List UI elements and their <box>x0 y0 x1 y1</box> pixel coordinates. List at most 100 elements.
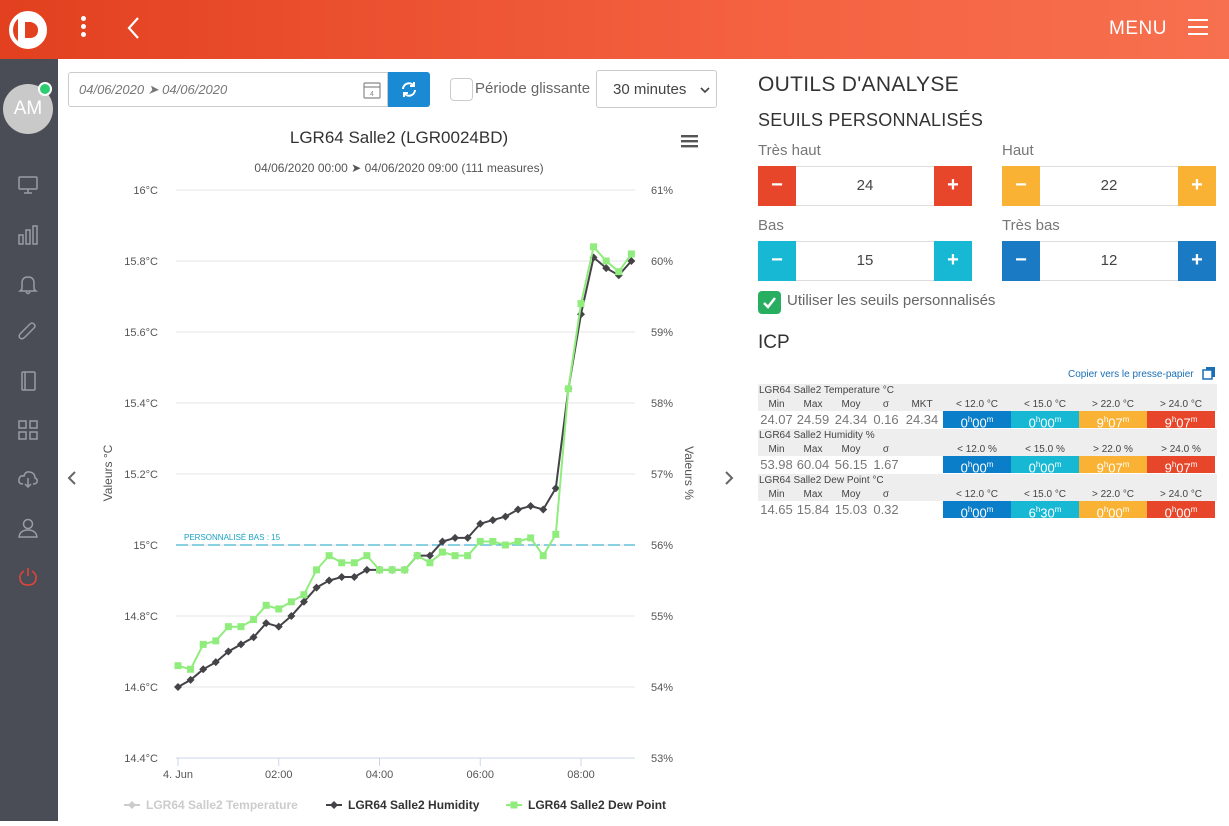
data-point <box>174 683 182 691</box>
use-custom-thresholds-checkbox[interactable] <box>758 291 781 314</box>
data-point <box>451 533 460 542</box>
legend-item[interactable]: LGR64 Salle2 Dew Point <box>506 798 666 812</box>
data-point <box>187 665 195 673</box>
y2-axis-label: Valeurs % <box>682 446 696 500</box>
value-high[interactable]: 22 <box>1100 177 1118 194</box>
chart-menu-icon[interactable] <box>681 135 698 148</box>
icp-bucket-header: < 15.0 % <box>1025 444 1065 455</box>
stepper-high: − 22 + <box>1002 166 1216 206</box>
chart-subtitle: 04/06/2020 00:00 ➤ 04/06/2020 09:00 (111… <box>254 161 543 175</box>
chart-prev-icon[interactable] <box>66 470 78 486</box>
refresh-icon <box>402 82 416 97</box>
plus-button-high[interactable]: + <box>1178 166 1216 206</box>
data-point <box>627 257 636 265</box>
sliding-period-label: Période glissante <box>475 80 591 97</box>
copy-icon[interactable] <box>1202 366 1216 380</box>
legend-item[interactable]: LGR64 Salle2 Temperature <box>124 798 298 812</box>
data-point <box>564 385 572 393</box>
stepper-very-high: − 24 + <box>758 166 972 206</box>
value-very-high[interactable]: 24 <box>856 177 874 194</box>
grid-icon[interactable] <box>17 419 39 441</box>
calendar-icon[interactable]: 4 <box>363 81 381 99</box>
icp-header: Min <box>768 489 785 500</box>
monitor-icon[interactable] <box>17 174 39 196</box>
x-tick-label: 4. Jun <box>163 769 193 781</box>
data-point <box>300 591 308 599</box>
icp-block-title: LGR64 Salle2 Dew Point °C <box>758 474 1217 488</box>
icp-header: Max <box>803 444 823 455</box>
icp-header: σ <box>882 399 890 410</box>
data-point <box>401 566 409 574</box>
data-point <box>287 612 296 620</box>
notebook-icon[interactable] <box>17 370 39 392</box>
value-very-low[interactable]: 12 <box>1100 252 1118 269</box>
data-point <box>186 675 195 684</box>
y-tick-label: 15.2°C <box>124 469 158 481</box>
data-point <box>262 601 270 609</box>
series-line <box>177 255 633 688</box>
copy-to-clipboard-link[interactable]: Copier vers le presse-papier <box>1068 369 1194 380</box>
data-point <box>514 505 523 514</box>
icp-header: Moy <box>841 399 861 410</box>
minus-button-very-high[interactable]: − <box>758 166 796 206</box>
interval-select[interactable]: 30 minutes <box>596 70 717 108</box>
icp-block-temperature: LGR64 Salle2 Temperature °C Min Max Moy … <box>758 384 1217 430</box>
icp-block-title: LGR64 Salle2 Humidity % <box>758 429 1217 443</box>
date-range-input[interactable]: 04/06/2020 ➤ 04/06/2020 4 <box>68 72 388 107</box>
checkmark-icon <box>763 297 776 309</box>
data-point <box>212 637 220 645</box>
back-arrow-icon[interactable] <box>124 14 144 42</box>
icp-stat: 56.15 <box>834 457 868 472</box>
data-point <box>501 541 509 549</box>
avatar[interactable]: AM <box>3 84 53 134</box>
icp-duration-cell: 0h00m <box>943 411 1011 430</box>
data-point <box>249 633 258 642</box>
menu-label[interactable]: MENU <box>1109 18 1167 39</box>
data-point <box>388 566 396 574</box>
x-tick-label: 08:00 <box>567 769 595 781</box>
bell-icon[interactable] <box>17 273 39 295</box>
plus-button-low[interactable]: + <box>934 241 972 281</box>
data-point <box>325 576 334 585</box>
top-bar: MENU <box>0 0 1229 59</box>
data-point <box>199 665 208 674</box>
plus-button-very-high[interactable]: + <box>934 166 972 206</box>
y-tick-label: 15.4°C <box>124 398 158 410</box>
bar-chart-icon[interactable] <box>17 224 39 246</box>
icp-title: ICP <box>758 332 790 353</box>
hamburger-icon[interactable] <box>1188 19 1208 35</box>
sliding-period-checkbox[interactable] <box>450 78 473 101</box>
legend-item[interactable]: LGR64 Salle2 Humidity <box>326 798 480 812</box>
chart-next-icon[interactable] <box>723 470 735 486</box>
data-point <box>350 559 358 567</box>
logo[interactable] <box>0 0 58 59</box>
refresh-button[interactable] <box>388 72 430 107</box>
value-low[interactable]: 15 <box>856 252 874 269</box>
power-icon[interactable] <box>17 566 39 588</box>
data-point <box>489 537 497 545</box>
minus-button-very-low[interactable]: − <box>1002 241 1040 281</box>
cloud-download-icon[interactable] <box>17 468 39 490</box>
data-point <box>262 619 271 628</box>
data-point <box>488 516 497 525</box>
y2-tick-label: 56% <box>651 540 673 552</box>
icp-bucket-header: > 24.0 °C <box>1159 399 1203 410</box>
data-point <box>237 623 245 631</box>
data-point <box>602 257 610 265</box>
user-icon[interactable] <box>17 517 39 539</box>
minus-button-high[interactable]: − <box>1002 166 1040 206</box>
icp-duration-cell: 9h07m <box>1147 456 1215 475</box>
icp-bucket-header: > 22.0 % <box>1093 444 1133 455</box>
online-status-dot <box>38 82 52 96</box>
plus-button-very-low[interactable]: + <box>1178 241 1216 281</box>
paperclip-icon[interactable] <box>17 321 39 343</box>
icp-values-row: 53.98 60.04 56.15 1.67 0h00m 0h00m 9h07m… <box>758 456 1217 475</box>
icp-header: Moy <box>841 489 861 500</box>
minus-button-low[interactable]: − <box>758 241 796 281</box>
data-point <box>590 243 598 251</box>
more-options-icon[interactable] <box>76 16 90 42</box>
y2-tick-label: 60% <box>651 256 673 268</box>
data-point <box>199 640 207 648</box>
data-point <box>539 552 547 560</box>
interval-value: 30 minutes <box>613 81 687 98</box>
